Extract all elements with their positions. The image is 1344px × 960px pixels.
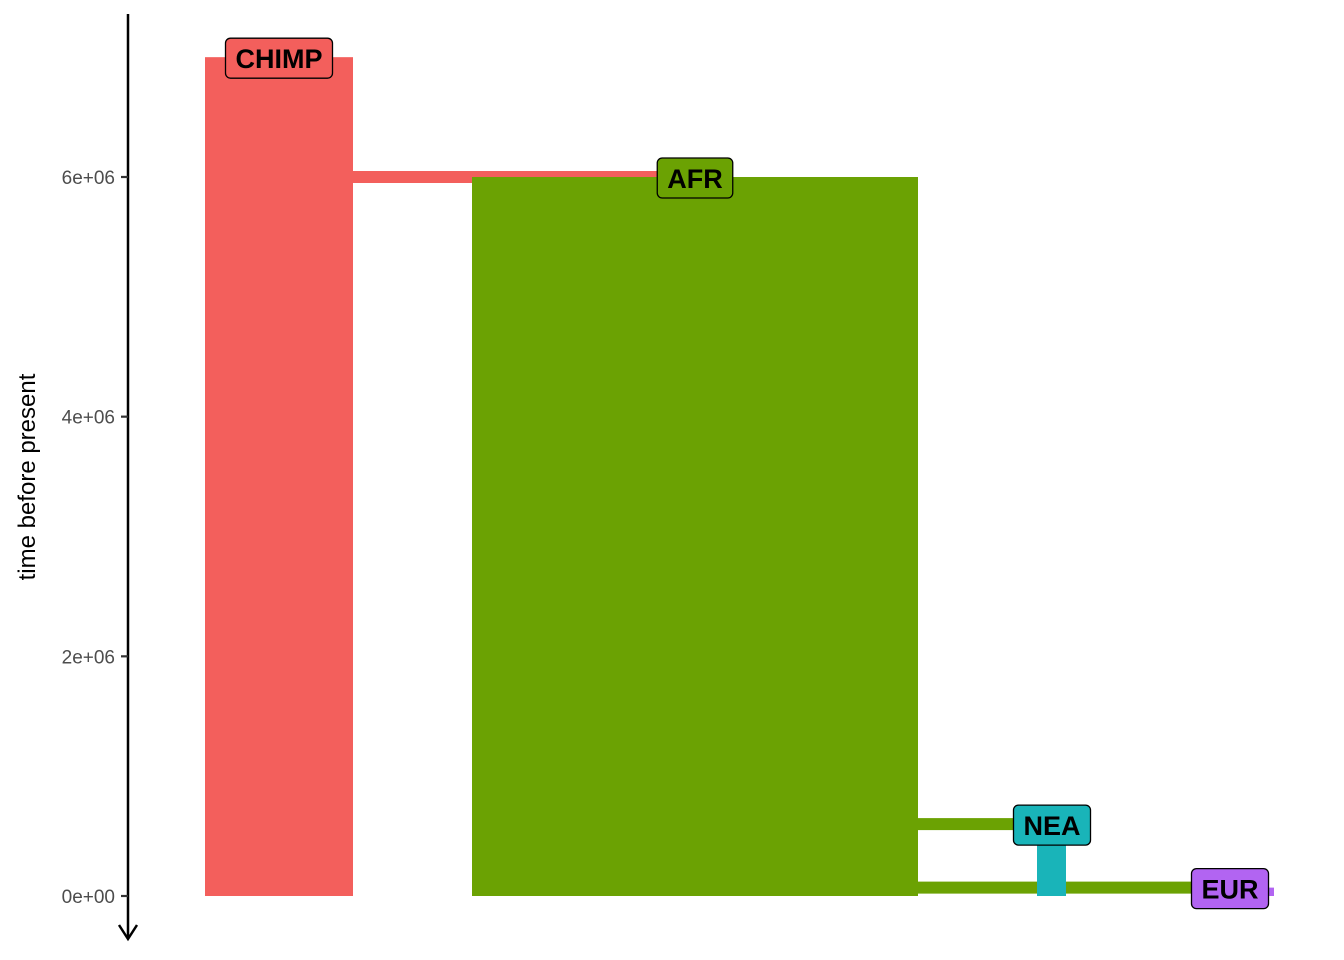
population-bars	[205, 57, 1274, 896]
population-label-chimp: CHIMP	[224, 37, 334, 79]
label-text: NEA	[1023, 811, 1080, 841]
label-text: AFR	[667, 164, 723, 194]
label-box	[656, 157, 734, 199]
label-text: EUR	[1201, 875, 1258, 905]
label-box	[1190, 867, 1270, 910]
population-labels: CHIMP AFR NEA EUR	[224, 37, 1270, 910]
population-label-afr: AFR	[656, 157, 734, 199]
y-tick-label: 6e+06	[62, 168, 115, 189]
population-label-nea: NEA	[1012, 804, 1092, 846]
label-box	[1012, 804, 1092, 846]
branch-line-eur	[918, 881, 1230, 894]
label-box	[224, 37, 334, 79]
y-axis: 0e+00 2e+06 4e+06 6e+06	[62, 14, 139, 942]
population-bar-chimp	[205, 57, 353, 896]
y-ticks: 0e+00 2e+06 4e+06 6e+06	[62, 168, 128, 908]
y-tick-label: 4e+06	[62, 408, 115, 429]
population-label-eur: EUR	[1190, 867, 1270, 910]
label-text: CHIMP	[236, 44, 323, 74]
y-axis-arrow-icon	[117, 924, 139, 942]
y-axis-title: time before present	[14, 373, 41, 580]
y-tick-label: 2e+06	[62, 647, 115, 668]
y-tick-label: 0e+00	[62, 887, 115, 908]
population-bar-afr	[472, 177, 918, 896]
